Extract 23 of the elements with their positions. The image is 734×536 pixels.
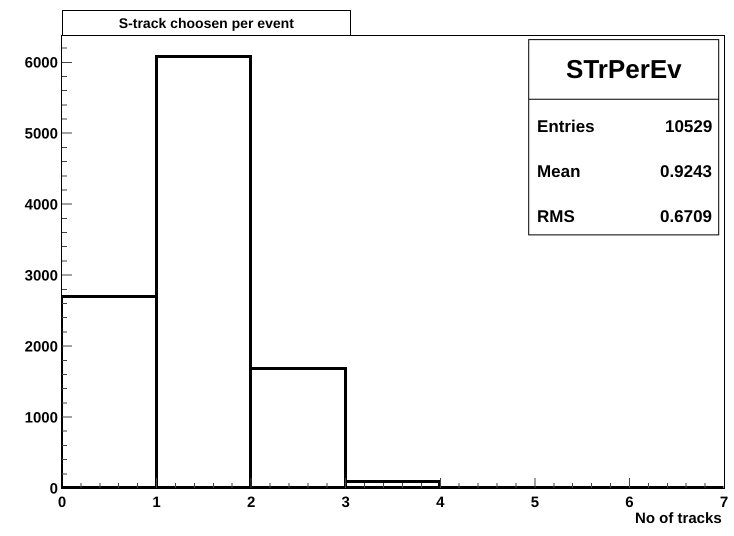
- annotation: 10529: [665, 117, 712, 136]
- x-tick-label: 6: [625, 494, 634, 511]
- x-tick-label: 5: [530, 494, 540, 511]
- y-tick-label: 6000: [24, 54, 58, 72]
- x-tick-label: 7: [720, 494, 728, 511]
- annotation: STrPerEv: [566, 54, 682, 84]
- x-tick-label: 4: [436, 494, 446, 511]
- y-tick-label: 1000: [24, 409, 58, 426]
- x-axis-title: No of tracks: [635, 510, 722, 527]
- x-tick-label: 3: [342, 494, 350, 511]
- annotation: Entries: [537, 117, 595, 136]
- x-tick-label: 1: [152, 494, 161, 511]
- y-tick-label: 4000: [24, 196, 58, 214]
- y-tick-label: 2000: [24, 338, 58, 356]
- annotation: Mean: [537, 162, 580, 181]
- y-tick-label: 5000: [24, 125, 58, 142]
- y-tick-label: 0: [50, 480, 58, 498]
- x-tick-label: 2: [246, 494, 256, 511]
- chart-title: S-track choosen per event: [118, 15, 294, 31]
- annotation: 0.6709: [660, 207, 712, 226]
- y-tick-label: 3000: [24, 267, 58, 284]
- annotation: RMS: [537, 207, 575, 226]
- annotation: 0.9243: [660, 162, 712, 181]
